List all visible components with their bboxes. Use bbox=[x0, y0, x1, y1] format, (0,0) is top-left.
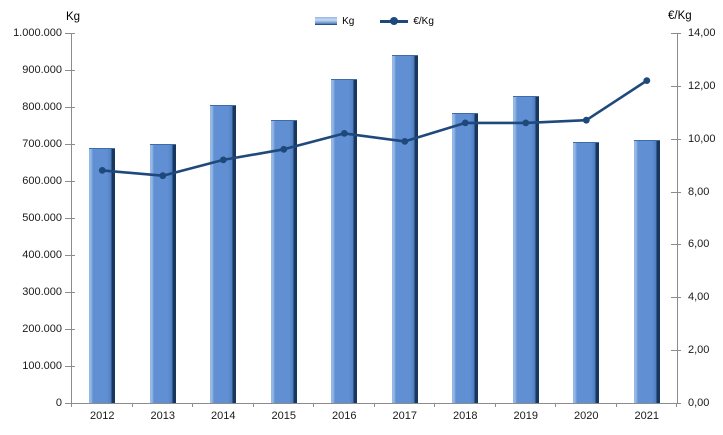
y-axis-left-tick bbox=[65, 292, 75, 293]
x-axis-boundary-tick bbox=[252, 403, 254, 407]
y-axis-left-tick bbox=[65, 70, 75, 71]
y-axis-right-tick-label: 2,00 bbox=[688, 344, 710, 357]
y-axis-left-tick-label: 700.000 bbox=[22, 138, 62, 150]
y-axis-left-tick-label: 500.000 bbox=[22, 212, 62, 224]
x-axis-line bbox=[71, 403, 678, 404]
y-axis-right-tick-label: 10,00 bbox=[688, 132, 716, 145]
y-axis-right-tick bbox=[671, 350, 681, 352]
x-axis-label-2013: 2013 bbox=[150, 410, 175, 422]
y-axis-left-tick-label: 300.000 bbox=[22, 286, 62, 298]
x-axis-boundary-tick bbox=[434, 403, 435, 407]
bar-2020 bbox=[573, 142, 600, 403]
y-axis-right-tick-label: 4,00 bbox=[688, 291, 710, 304]
y-axis-left-tick-label: 0 bbox=[55, 397, 62, 409]
y-axis-right-tick-label: 14,00 bbox=[688, 27, 716, 39]
y-axis-right-tick-label: 8,00 bbox=[688, 185, 710, 198]
x-axis-boundary-tick bbox=[313, 403, 314, 407]
y-axis-left-tick-label: 200.000 bbox=[22, 323, 62, 335]
x-axis-boundary-tick bbox=[71, 403, 72, 407]
y-axis-left-tick bbox=[65, 181, 75, 182]
x-axis-label-2015: 2015 bbox=[271, 410, 296, 422]
x-axis-label-2020: 2020 bbox=[574, 410, 599, 422]
bar-2018 bbox=[452, 112, 479, 403]
bar-2021 bbox=[633, 140, 660, 403]
y-axis-left-tick bbox=[65, 144, 75, 145]
x-axis-label-2012: 2012 bbox=[90, 410, 115, 422]
x-axis-label-2018: 2018 bbox=[453, 410, 478, 422]
x-axis-label-2014: 2014 bbox=[211, 410, 236, 422]
y-axis-right-line bbox=[677, 33, 678, 403]
bar-2019 bbox=[512, 95, 539, 403]
line-series-swatch-icon bbox=[380, 17, 409, 25]
y-axis-left-tick-label: 1.000.000 bbox=[13, 27, 62, 39]
x-axis-boundary-tick bbox=[555, 403, 556, 407]
bar-2014 bbox=[210, 105, 237, 403]
x-axis-label-2017: 2017 bbox=[392, 410, 417, 422]
legend-label-kg: Kg bbox=[342, 15, 355, 27]
x-axis-label-2021: 2021 bbox=[634, 410, 659, 422]
y-axis-right-tick-label: 6,00 bbox=[688, 238, 710, 251]
left-axis-title: Kg bbox=[66, 11, 81, 23]
legend-item-kg: Kg bbox=[315, 16, 354, 27]
y-axis-right-tick bbox=[671, 191, 681, 193]
bar-2012 bbox=[89, 147, 116, 403]
legend-label-eur-per-kg: €/Kg bbox=[413, 15, 434, 27]
y-axis-left-tick-label: 600.000 bbox=[22, 175, 62, 187]
legend: Kg €/Kg bbox=[72, 13, 677, 29]
x-axis-boundary-tick bbox=[676, 403, 677, 407]
x-axis-boundary-tick bbox=[494, 403, 496, 407]
y-axis-left-tick-label: 900.000 bbox=[22, 64, 62, 76]
x-axis-boundary-tick bbox=[131, 403, 133, 407]
bar-2015 bbox=[270, 119, 297, 403]
legend-item-eur-per-kg: €/Kg bbox=[380, 16, 434, 27]
y-axis-left-tick bbox=[65, 33, 75, 34]
y-axis-left-tick bbox=[65, 329, 75, 330]
y-axis-right-tick bbox=[671, 138, 681, 140]
y-axis-left-tick bbox=[65, 403, 75, 404]
bar-2016 bbox=[331, 79, 358, 403]
y-axis-left-tick bbox=[65, 218, 75, 219]
y-axis-right-tick bbox=[671, 244, 681, 246]
line-marker-icon bbox=[390, 17, 399, 25]
bar-2013 bbox=[149, 144, 176, 403]
bar-2017 bbox=[391, 55, 418, 403]
y-axis-left-tick bbox=[65, 107, 75, 108]
y-axis-left-tick-label: 800.000 bbox=[22, 101, 62, 113]
bar-series-swatch-icon bbox=[315, 17, 338, 25]
x-axis-label-2016: 2016 bbox=[332, 410, 357, 422]
y-axis-left-tick bbox=[65, 366, 75, 367]
x-axis-boundary-tick bbox=[192, 403, 193, 407]
y-axis-left-tick-label: 400.000 bbox=[22, 249, 62, 261]
y-axis-right-tick bbox=[671, 297, 681, 299]
y-axis-right-tick bbox=[671, 85, 681, 87]
y-axis-left-tick bbox=[65, 255, 75, 256]
y-axis-right-tick-label: 12,00 bbox=[688, 79, 716, 92]
y-axis-right-tick-label: 0,00 bbox=[688, 397, 710, 409]
y-axis-left-tick-label: 100.000 bbox=[22, 360, 62, 372]
y-axis-right-tick bbox=[671, 33, 681, 34]
right-axis-title: €/Kg bbox=[668, 10, 692, 22]
x-axis-boundary-tick bbox=[615, 403, 617, 407]
x-axis-boundary-tick bbox=[373, 403, 375, 407]
x-axis-label-2019: 2019 bbox=[513, 410, 538, 422]
